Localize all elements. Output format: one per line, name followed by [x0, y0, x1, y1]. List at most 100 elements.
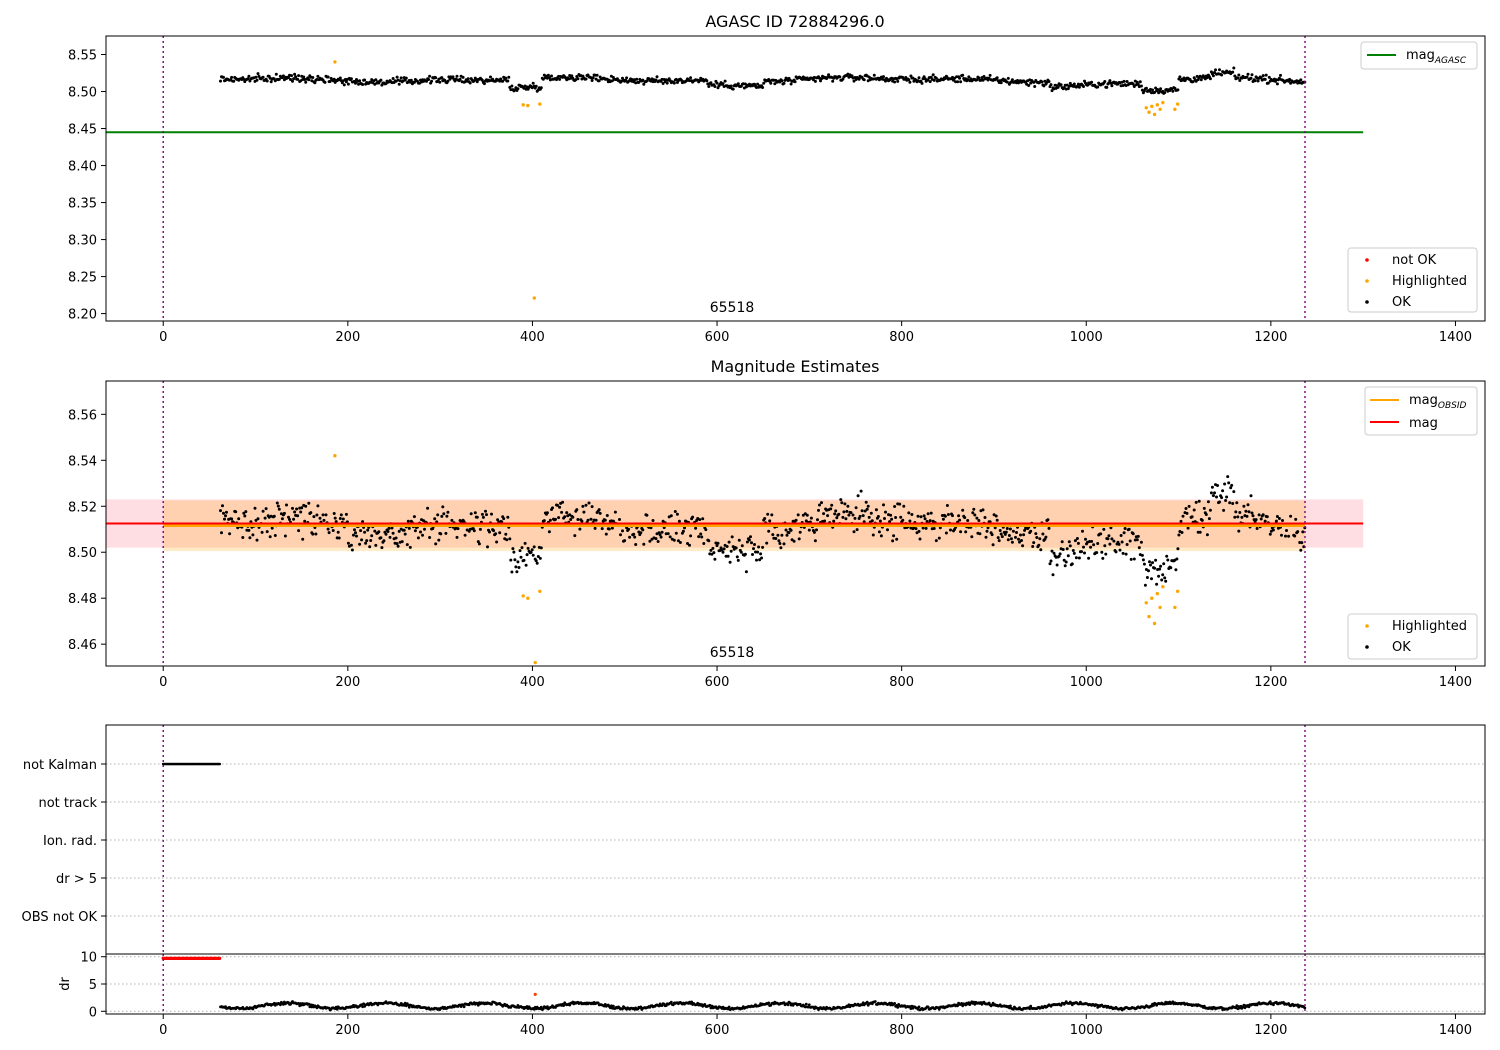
ok-point	[1068, 81, 1072, 85]
ok-point	[1227, 481, 1231, 485]
ok-point	[681, 529, 685, 533]
ok-point	[1249, 494, 1253, 498]
ok-point	[896, 79, 900, 83]
ok-point	[529, 550, 533, 554]
ok-point	[263, 516, 267, 520]
ok-point	[669, 514, 673, 518]
ok-point	[426, 506, 430, 510]
ok-point	[373, 529, 377, 533]
ok-point	[1266, 81, 1270, 85]
ok-point	[934, 539, 938, 543]
ok-point	[458, 77, 462, 81]
ok-point	[697, 535, 701, 539]
ok-point	[384, 532, 388, 536]
ok-point	[956, 80, 960, 84]
ok-point	[296, 77, 300, 81]
ok-point	[328, 80, 332, 83]
ok-point	[926, 78, 930, 82]
ok-point	[346, 82, 350, 86]
dr-ok-point	[406, 1003, 410, 1007]
ok-point	[750, 541, 753, 545]
ok-point	[1231, 70, 1235, 74]
ok-point	[1132, 557, 1136, 561]
ok-point	[563, 515, 567, 519]
panel-dr: 0 200 400 600 800 1000 1200 1400 0 5 10 dr	[58, 951, 1486, 1038]
ok-point	[586, 518, 590, 522]
panel4-xtick-label: 200	[335, 1023, 360, 1038]
ok-point	[946, 513, 950, 516]
ok-point	[917, 529, 921, 533]
ok-point	[1210, 485, 1214, 489]
dr-ok-point	[516, 1004, 520, 1007]
ok-point	[898, 502, 902, 506]
ok-point	[774, 537, 778, 540]
ok-point	[655, 75, 659, 79]
ok-point	[294, 75, 298, 79]
flag-label: dr > 5	[56, 872, 97, 887]
ok-point	[728, 560, 732, 564]
ok-point	[1280, 533, 1283, 537]
ok-point	[1242, 504, 1246, 508]
dr-ok-point	[297, 1002, 300, 1005]
ok-point	[531, 81, 535, 85]
ok-point	[869, 511, 873, 515]
ok-point	[500, 520, 504, 524]
ok-point	[1021, 544, 1025, 548]
highlighted-point	[1155, 103, 1160, 107]
ok-point	[811, 78, 815, 82]
ok-point	[462, 520, 466, 524]
ok-point	[1110, 84, 1114, 88]
ok-point	[1277, 517, 1281, 520]
ok-point	[523, 541, 527, 545]
highlighted-point	[538, 102, 542, 106]
ok-point	[1150, 577, 1153, 581]
ok-point	[910, 513, 914, 516]
ok-point	[1112, 539, 1116, 543]
ok-point	[1264, 73, 1268, 77]
panel2-xtick-label: 0	[159, 675, 167, 690]
ok-point	[757, 545, 761, 549]
ok-point	[678, 541, 682, 544]
ok-point	[1211, 494, 1215, 498]
ok-point	[1027, 84, 1031, 87]
ok-point	[565, 511, 569, 515]
ok-point	[1047, 80, 1051, 83]
ok-point	[817, 508, 820, 512]
ok-point	[1041, 532, 1045, 536]
ok-point	[307, 501, 311, 505]
ok-point	[338, 76, 342, 80]
ok-point	[1190, 515, 1194, 519]
panel1-title: AGASC ID 72884296.0	[705, 12, 884, 31]
ok-point	[300, 506, 304, 510]
ok-point	[701, 517, 705, 521]
ok-point	[783, 78, 787, 82]
ok-point	[966, 519, 970, 522]
panel4-xtick-label: 800	[889, 1023, 914, 1038]
highlighted-point	[532, 296, 536, 300]
ok-point	[1225, 495, 1229, 499]
highlighted-point	[538, 589, 542, 594]
ok-point	[363, 78, 367, 82]
ok-point	[1014, 535, 1017, 539]
ok-point	[374, 543, 378, 547]
highlighted-point	[1147, 614, 1151, 619]
flag-label: not Kalman	[23, 758, 97, 773]
ok-point	[1064, 560, 1068, 564]
ok-point	[834, 509, 838, 513]
not-kalman-point	[218, 762, 221, 766]
ok-point	[494, 532, 498, 536]
ok-point	[700, 535, 704, 539]
dr-ok-point	[1247, 1005, 1251, 1009]
ok-point	[721, 550, 725, 554]
ok-point	[1186, 526, 1190, 530]
ok-point	[1207, 517, 1211, 521]
ok-point	[1131, 82, 1135, 86]
ok-point	[303, 519, 307, 523]
panel2-ytick-label: 8.48	[68, 592, 97, 607]
ok-point	[1032, 80, 1036, 84]
ok-point	[866, 504, 870, 508]
ok-point	[291, 79, 294, 83]
ok-point	[1047, 526, 1051, 530]
ok-point	[400, 540, 404, 544]
ok-point	[1049, 559, 1053, 563]
